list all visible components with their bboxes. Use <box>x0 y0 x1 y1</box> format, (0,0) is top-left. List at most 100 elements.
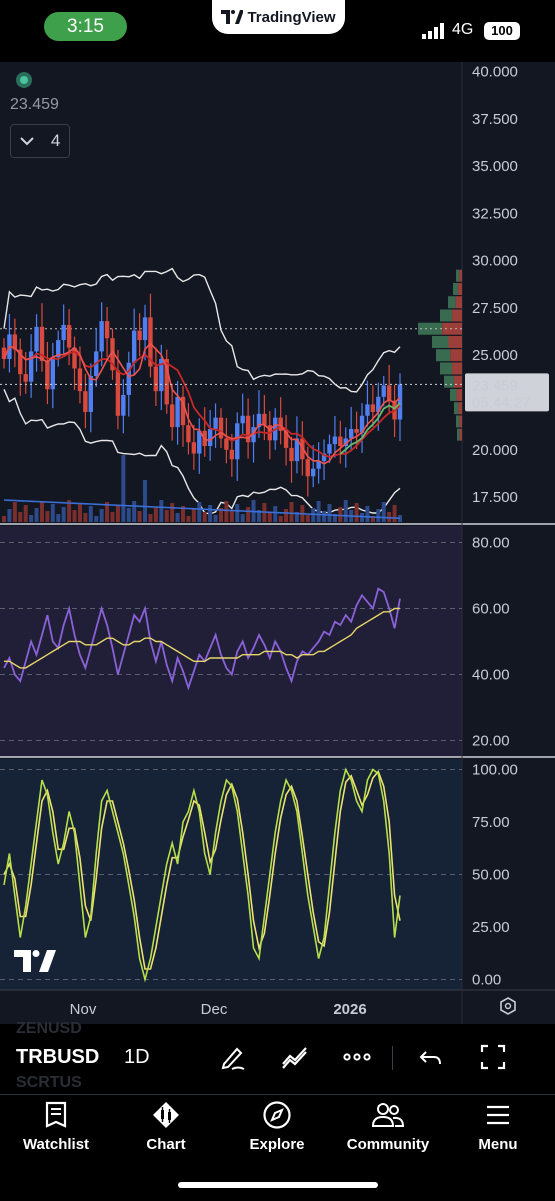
toolbar-divider <box>392 1046 393 1070</box>
interval-button[interactable]: 1D <box>124 1046 150 1068</box>
hamburger-icon <box>487 1105 509 1125</box>
candle-body <box>376 396 381 412</box>
nav-label: Chart <box>146 1136 186 1153</box>
volume-profile-bar <box>452 362 462 375</box>
nav-explore[interactable]: Explore <box>227 1100 327 1153</box>
volume-bar <box>56 514 61 522</box>
volume-bar <box>191 509 196 522</box>
volume-bar <box>186 516 191 522</box>
volume-bar <box>143 480 148 522</box>
stoch-d-line <box>3 770 401 970</box>
candle-body <box>256 413 262 428</box>
volume-bar <box>67 500 72 522</box>
settings-icon[interactable] <box>500 997 516 1015</box>
volume-profile-bar <box>459 428 462 441</box>
stoch-axis-label: 50.00 <box>472 867 510 884</box>
volume-bar <box>34 508 39 522</box>
more-icon[interactable] <box>342 1042 372 1072</box>
candle-body <box>283 430 289 448</box>
candle-body <box>397 384 403 420</box>
candle-body <box>370 404 376 412</box>
candle-body <box>207 428 213 447</box>
volume-profile-bar <box>444 375 454 388</box>
candle-body <box>251 427 256 443</box>
nav-watchlist[interactable]: Watchlist <box>6 1100 106 1153</box>
candle-body <box>28 351 34 382</box>
compass-icon <box>263 1101 291 1129</box>
symbol-toolbar <box>0 1024 555 1094</box>
volume-bar <box>392 505 397 522</box>
indicator-count: 4 <box>50 131 61 150</box>
volume-profile-bar <box>440 362 453 375</box>
candle-body <box>23 374 28 382</box>
ma-green <box>339 402 401 455</box>
price-axis-label: 27.500 <box>472 300 518 317</box>
volume-bar <box>12 502 17 522</box>
volume-bar <box>284 509 289 522</box>
nav-menu[interactable]: Menu <box>448 1100 548 1153</box>
volume-profile-bar <box>436 349 451 362</box>
candle-body <box>66 324 72 348</box>
bollinger-lower <box>3 389 401 515</box>
nav-chart[interactable]: Chart <box>116 1100 216 1153</box>
volume-bar <box>45 511 50 522</box>
volume-bar <box>376 509 381 522</box>
volume-bar <box>99 509 104 522</box>
candle-body <box>115 370 121 416</box>
nav-community[interactable]: Community <box>338 1100 438 1153</box>
volume-bar <box>88 506 93 522</box>
volume-bar <box>240 514 245 522</box>
volume-bar <box>213 515 218 522</box>
fullscreen-icon[interactable] <box>478 1042 508 1072</box>
volume-bar <box>7 509 12 522</box>
candle-body <box>72 347 77 369</box>
candle-body <box>262 413 267 426</box>
volume-profile-bar <box>442 322 462 335</box>
candle-body <box>229 449 235 460</box>
candle-body <box>224 438 229 450</box>
last-price-tag <box>465 373 549 412</box>
candle-body <box>1 347 7 359</box>
stoch-axis-label: 0.00 <box>472 972 501 989</box>
volume-bar <box>327 504 332 522</box>
nav-label: Watchlist <box>22 1136 90 1153</box>
chart-type-icon[interactable] <box>280 1042 310 1072</box>
book-icon <box>45 1101 67 1128</box>
volume-profile-bar <box>459 415 462 428</box>
time-axis-label: 2026 <box>333 1001 366 1018</box>
volume-profile-bar <box>458 402 462 415</box>
candle-body <box>235 423 240 460</box>
market-status-dot <box>16 72 32 88</box>
candle-body <box>175 396 180 428</box>
volume-bar <box>208 505 213 522</box>
volume-bar <box>50 504 55 522</box>
volume-bar <box>132 501 137 522</box>
countdown-value: 05:44:27 <box>472 394 530 411</box>
volume-bar <box>322 511 327 522</box>
chart-area[interactable]: 40.000 37.500 35.000 32.500 30.000 27.500 25.0… <box>0 62 555 1024</box>
candle-body <box>88 376 93 412</box>
rsi-axis-label: 20.00 <box>472 733 510 750</box>
indicators-toggle-button[interactable]: 4 <box>10 124 70 158</box>
stoch-axis-label: 25.00 <box>472 919 510 936</box>
volume-bar <box>83 513 88 522</box>
nav-label: Menu <box>478 1136 518 1153</box>
volume-bar <box>18 512 23 522</box>
candle-body <box>311 468 316 477</box>
candle-body <box>316 461 321 469</box>
candle-body <box>39 326 45 361</box>
chart-canvas[interactable]: 40.000 37.500 35.000 32.500 30.000 27.500 25.0… <box>0 62 555 1024</box>
nav-label: Explore <box>249 1136 305 1153</box>
pen-icon[interactable] <box>218 1042 248 1072</box>
tradingview-logo-icon <box>221 10 244 24</box>
undo-icon[interactable] <box>416 1042 446 1072</box>
stoch-k-line <box>3 767 401 983</box>
candle-body <box>245 415 251 443</box>
candle-body <box>18 349 23 375</box>
volume-profile-bar <box>448 335 462 348</box>
time-axis-label: Nov <box>70 1001 97 1018</box>
volume-bar <box>153 507 158 522</box>
candle-body <box>218 417 224 439</box>
volume-profile-bar <box>455 296 462 309</box>
symbol-button[interactable]: TRBUSD <box>16 1046 100 1068</box>
